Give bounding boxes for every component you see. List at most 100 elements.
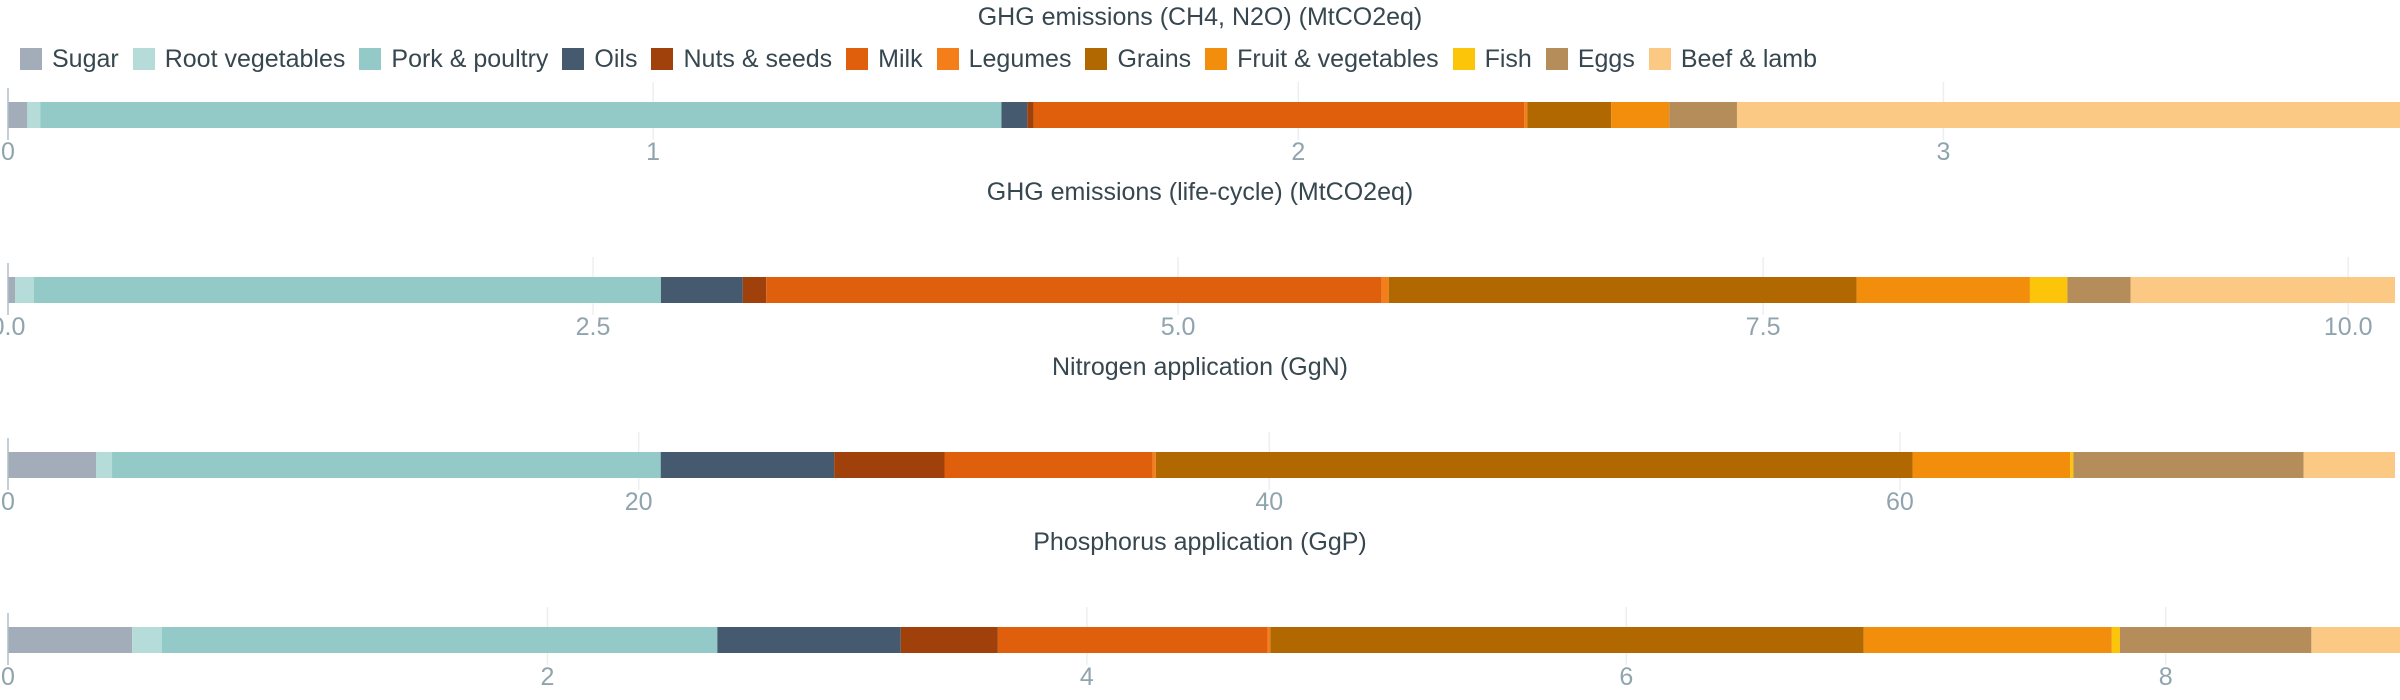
- bar-segment-sugar: [8, 627, 133, 653]
- bar-segment-fruit-vegetables: [1856, 277, 2030, 303]
- legend-swatch: [846, 48, 869, 70]
- bar-segment-eggs: [2119, 627, 2312, 653]
- legend-item[interactable]: Fruit & vegetables: [1205, 45, 1439, 74]
- legend-label: Legumes: [968, 44, 1072, 73]
- legend-label: Nuts & seeds: [683, 44, 833, 73]
- chart-legend: Sugar Root vegetables Pork & poultry Oils Nu…: [20, 42, 1831, 76]
- chart-panel: GHG emissions (CH4, N2O) (MtCO2eq) 0 1 2 3: [1, 3, 2400, 166]
- legend-label: Fish: [1484, 44, 1532, 73]
- chart-title: Phosphorus application (GgP): [1033, 528, 1367, 556]
- legend-item[interactable]: Sugar: [20, 45, 119, 74]
- legend-item[interactable]: Grains: [1085, 45, 1191, 74]
- chart-panel: Nitrogen application (GgN) 0 20 40 60: [1, 353, 2395, 516]
- x-tick-label: 8: [2159, 663, 2173, 691]
- bar-segment-oils: [660, 452, 835, 478]
- bar-segment-pork-poultry: [161, 627, 718, 653]
- x-tick-label: 40: [1255, 488, 1283, 516]
- bar-segment-nuts-seeds: [1027, 102, 1034, 128]
- bar-segment-legumes: [1152, 452, 1156, 478]
- x-tick-label: 0: [1, 138, 15, 166]
- bar-segment-milk: [944, 452, 1153, 478]
- bar-segment-milk: [766, 277, 1382, 303]
- x-tick-label: 0.0: [0, 313, 25, 341]
- bar-segment-nuts-seeds: [900, 627, 998, 653]
- legend-item[interactable]: Beef & lamb: [1648, 44, 1818, 74]
- bar-segment-beef-lamb: [1736, 102, 2400, 128]
- chart-panel: GHG emissions (life-cycle) (MtCO2eq) 0.0 2…: [0, 178, 2395, 341]
- legend-swatch: [936, 48, 959, 70]
- legend-swatch: [1205, 48, 1228, 70]
- legend-item[interactable]: Fish: [1452, 44, 1532, 74]
- bar-segment-root-vegetables: [27, 102, 41, 128]
- chart-title: Nitrogen application (GgN): [1052, 353, 1348, 381]
- x-tick-label: 10.0: [2324, 313, 2373, 341]
- chart-panel: Phosphorus application (GgP) 0 2 4 6 8: [1, 528, 2400, 691]
- bar-segment-fruit-vegetables: [1912, 452, 2071, 478]
- legend-label: Root vegetables: [164, 44, 346, 73]
- bar-segment-eggs: [1669, 102, 1737, 128]
- bar-segment-legumes: [1267, 627, 1271, 653]
- x-tick-label: 0: [1, 488, 15, 516]
- legend-swatch: [1545, 48, 1568, 70]
- bar-segment-sugar: [8, 277, 16, 303]
- bar-segment-oils: [660, 277, 743, 303]
- bar-segment-legumes: [1524, 102, 1528, 128]
- legend-label: Sugar: [52, 44, 119, 73]
- legend-swatch: [1648, 48, 1671, 70]
- x-tick-label: 5.0: [1161, 313, 1196, 341]
- bar-segment-nuts-seeds: [742, 277, 767, 303]
- x-tick-label: 4: [1080, 663, 1094, 691]
- x-tick-label: 2: [1291, 138, 1305, 166]
- legend-item[interactable]: Milk: [846, 44, 923, 74]
- legend-label: Fruit & vegetables: [1237, 44, 1439, 73]
- bar-segment-pork-poultry: [112, 452, 661, 478]
- legend-swatch: [359, 48, 382, 70]
- bar-segment-grains: [1270, 627, 1864, 653]
- bar-segment-milk: [1033, 102, 1525, 128]
- bar-segment-beef-lamb: [2311, 627, 2400, 653]
- legend-label: Pork & poultry: [391, 44, 549, 73]
- legend-item[interactable]: Root vegetables: [132, 44, 346, 74]
- legend-swatch: [1085, 48, 1108, 70]
- chart-title: GHG emissions (life-cycle) (MtCO2eq): [987, 178, 1413, 206]
- bar-segment-fish: [2070, 452, 2074, 478]
- bar-segment-beef-lamb: [2130, 277, 2395, 303]
- bar-segment-milk: [997, 627, 1268, 653]
- bar-segment-sugar: [8, 102, 28, 128]
- bar-segment-fruit-vegetables: [1611, 102, 1670, 128]
- x-tick-label: 0: [1, 663, 15, 691]
- legend-swatch: [132, 48, 155, 70]
- x-tick-label: 60: [1886, 488, 1914, 516]
- legend-item[interactable]: Oils: [562, 45, 637, 74]
- bar-segment-grains: [1527, 102, 1612, 128]
- bar-segment-beef-lamb: [2303, 452, 2395, 478]
- bar-segment-legumes: [1381, 277, 1389, 303]
- bar-segment-fruit-vegetables: [1863, 627, 2112, 653]
- x-tick-label: 20: [625, 488, 653, 516]
- legend-swatch: [20, 48, 42, 70]
- bar-segment-oils: [1001, 102, 1028, 128]
- x-tick-label: 1: [646, 138, 660, 166]
- bar-segment-root-vegetables: [132, 627, 162, 653]
- bar-segment-pork-poultry: [40, 102, 1002, 128]
- x-tick-label: 6: [1619, 663, 1633, 691]
- legend-item[interactable]: Legumes: [936, 44, 1072, 74]
- legend-label: Oils: [594, 44, 638, 73]
- legend-swatch: [1452, 48, 1475, 70]
- x-tick-label: 3: [1936, 138, 1950, 166]
- bar-segment-grains: [1155, 452, 1913, 478]
- legend-label: Grains: [1117, 44, 1192, 73]
- bar-segment-eggs: [2073, 452, 2304, 478]
- legend-item[interactable]: Pork & poultry: [359, 45, 548, 74]
- legend-label: Beef & lamb: [1680, 44, 1818, 73]
- chart-title: GHG emissions (CH4, N2O) (MtCO2eq): [978, 3, 1423, 31]
- bar-segment-fish: [2029, 277, 2068, 303]
- x-tick-label: 2: [540, 663, 554, 691]
- bar-segment-eggs: [2067, 277, 2131, 303]
- bar-segment-grains: [1388, 277, 1857, 303]
- legend-label: Milk: [878, 44, 923, 73]
- legend-swatch: [562, 48, 585, 70]
- legend-item[interactable]: Nuts & seeds: [651, 45, 832, 74]
- legend-item[interactable]: Eggs: [1545, 45, 1635, 74]
